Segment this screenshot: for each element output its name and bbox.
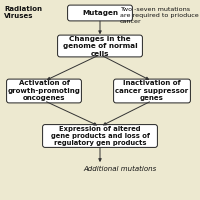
FancyBboxPatch shape [114, 79, 190, 103]
Text: Additional mutations: Additional mutations [83, 166, 157, 172]
Text: Expression of altered
gene products and loss of
regulatory gen products: Expression of altered gene products and … [51, 126, 149, 146]
FancyBboxPatch shape [43, 125, 157, 147]
Text: Inactivation of
cancer suppressor
genes: Inactivation of cancer suppressor genes [115, 80, 189, 101]
Text: Radiation
Viruses: Radiation Viruses [4, 6, 42, 20]
FancyBboxPatch shape [68, 5, 132, 21]
FancyBboxPatch shape [58, 35, 142, 57]
Text: Mutagen: Mutagen [82, 10, 118, 16]
Text: Two -seven mutations
are required to prioduce
cancer: Two -seven mutations are required to pri… [120, 7, 199, 24]
Text: Changes in the
genome of normal
cells: Changes in the genome of normal cells [63, 36, 137, 56]
FancyBboxPatch shape [7, 79, 81, 103]
Text: Activation of
growth-promoting
oncogenes: Activation of growth-promoting oncogenes [8, 80, 80, 101]
